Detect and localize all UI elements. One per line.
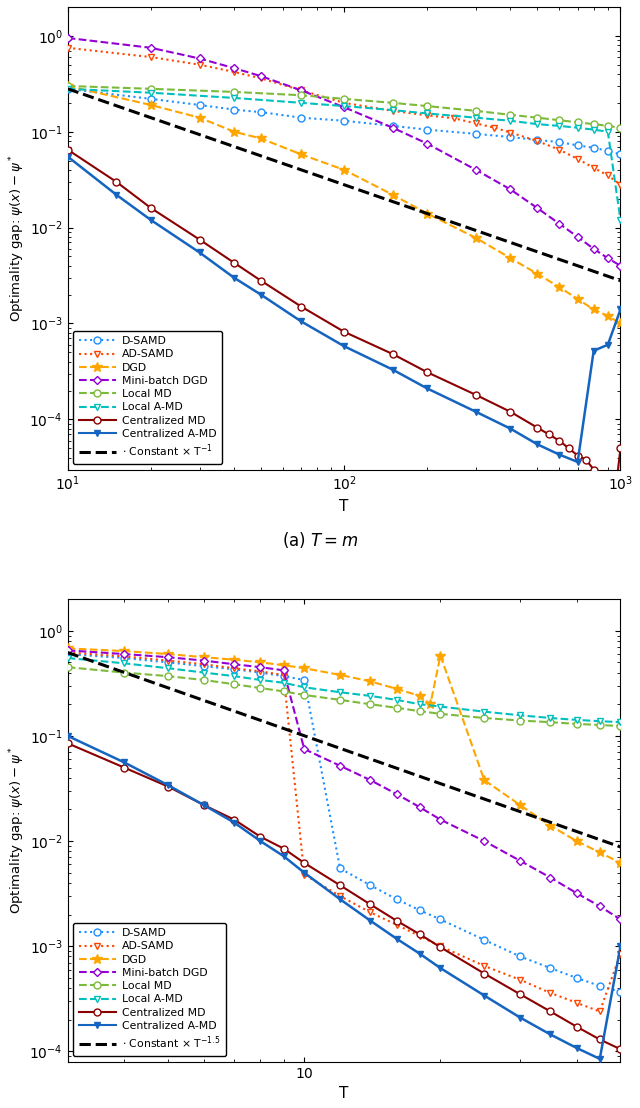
Y-axis label: Optimality gap: $\psi(x) - \psi^*$: Optimality gap: $\psi(x) - \psi^*$ <box>7 154 26 322</box>
Text: (a) $T = m$: (a) $T = m$ <box>282 531 358 551</box>
Legend: D-SAMD, AD-SAMD, DGD, Mini-batch DGD, Local MD, Local A-MD, Centralized MD, Cent: D-SAMD, AD-SAMD, DGD, Mini-batch DGD, Lo… <box>73 330 222 464</box>
X-axis label: T: T <box>339 1086 349 1101</box>
X-axis label: T: T <box>339 499 349 513</box>
Y-axis label: Optimality gap: $\psi(x) - \psi^*$: Optimality gap: $\psi(x) - \psi^*$ <box>7 747 26 914</box>
Legend: D-SAMD, AD-SAMD, DGD, Mini-batch DGD, Local MD, Local A-MD, Centralized MD, Cent: D-SAMD, AD-SAMD, DGD, Mini-batch DGD, Lo… <box>73 923 226 1056</box>
